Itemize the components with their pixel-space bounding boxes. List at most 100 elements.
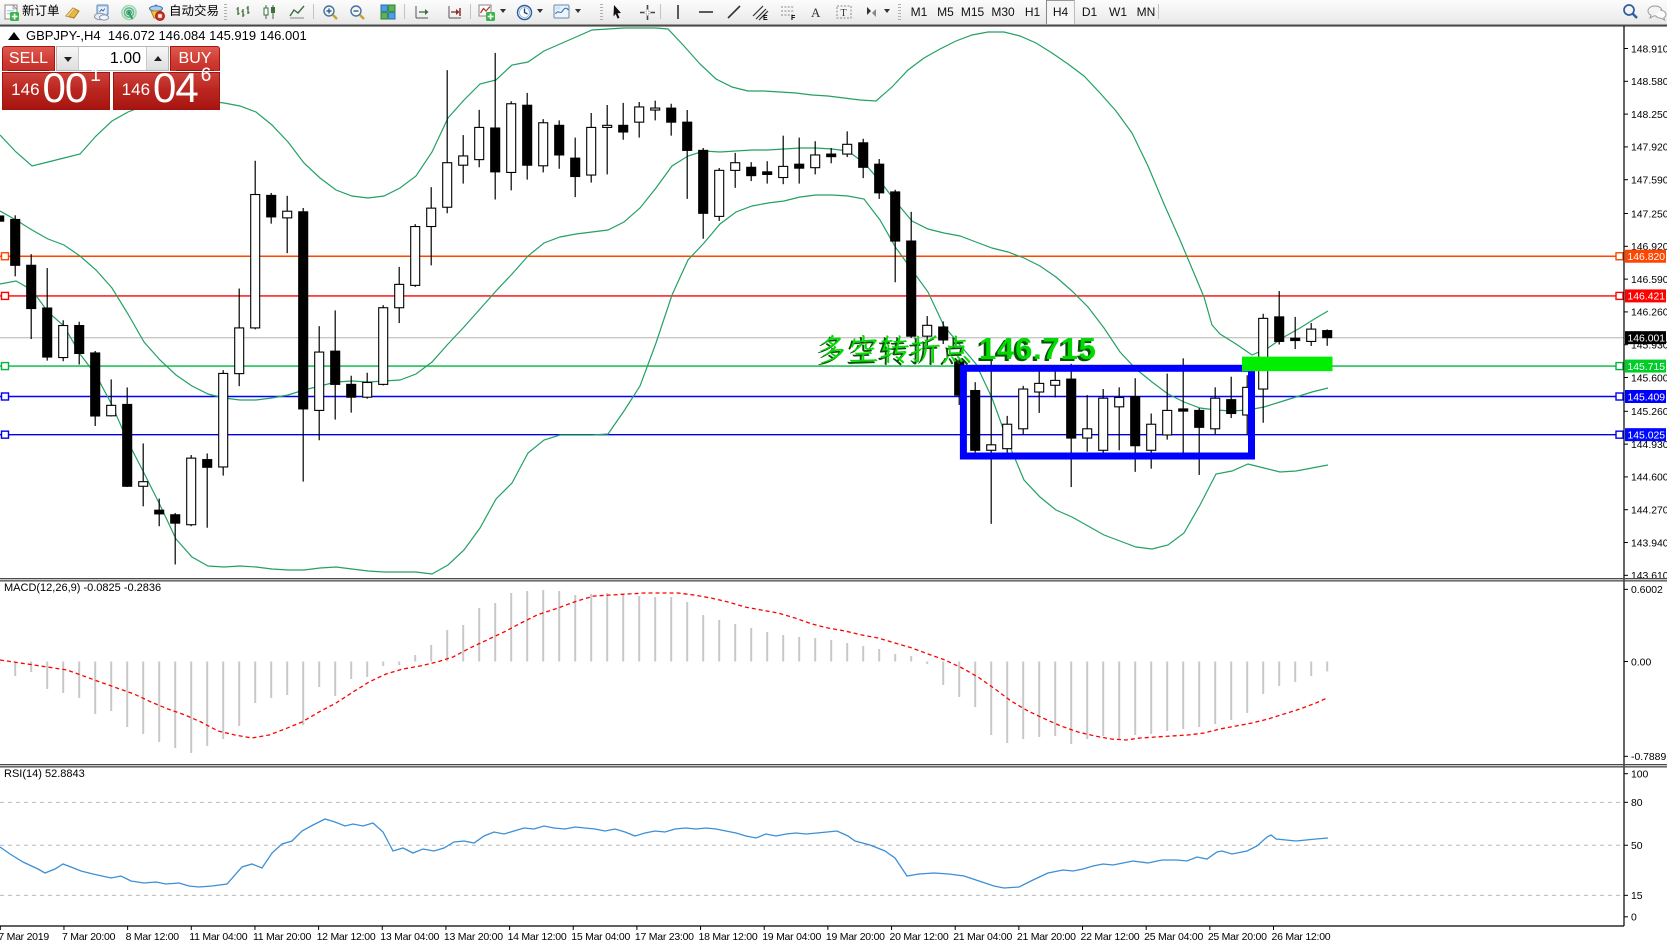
vertical-line-icon[interactable] [669,1,687,23]
svg-text:145.715: 145.715 [1628,362,1666,373]
one-click-collapse-icon[interactable] [8,31,20,40]
toolbar-separator [313,4,314,19]
timeframe-button-mn[interactable]: MN [1136,5,1156,19]
candle-body-bull [1082,428,1093,439]
zoom-in-icon[interactable] [320,1,340,23]
templates-dropdown-arrow[interactable] [575,9,581,13]
cursor-icon[interactable] [607,1,627,23]
timeframe-button-m1[interactable]: M1 [910,5,928,19]
svg-text:145.409: 145.409 [1628,392,1666,403]
sell-button[interactable]: SELL [2,46,55,71]
toolbar-grip [224,4,227,20]
search-icon[interactable] [1620,1,1640,23]
arrows-icon[interactable] [861,1,881,23]
timeframe-button-m15[interactable]: M15 [960,5,985,19]
hline-badge [1625,428,1666,442]
volume-increase-button[interactable] [146,47,168,70]
tile-windows-icon[interactable] [378,1,398,23]
candle-body-bull [1162,409,1173,436]
text-label-icon[interactable]: T [835,1,853,23]
horizontal-line-icon[interactable] [697,1,715,23]
timeframe-button-w1[interactable]: W1 [1109,5,1127,19]
line-anchor-marker[interactable] [0,252,10,261]
indicators-icon[interactable] [477,1,497,23]
timeframe-button-d1[interactable]: D1 [1081,5,1098,19]
price-axis-label: 148.910 [1631,44,1667,55]
line-anchor-marker[interactable] [0,430,10,439]
candle-body-bear [666,107,677,123]
expert-advisors-icon[interactable] [63,1,83,23]
periods-dropdown-arrow[interactable] [537,9,543,13]
timeframe-button-m5[interactable]: M5 [937,5,954,19]
auto-scroll-icon[interactable] [445,1,465,23]
trendline-icon[interactable] [725,1,743,23]
highlight-level-bar[interactable] [1242,356,1333,372]
line-anchor-marker[interactable] [0,361,10,371]
candlestick-chart-icon[interactable] [260,1,280,23]
signals-icon[interactable] [119,1,139,23]
periods-icon[interactable] [514,1,534,23]
candle-body-bull [842,143,853,155]
profiles-icon[interactable] [92,1,112,23]
line-anchor-marker[interactable] [1615,291,1624,301]
candle-body-bull [138,481,149,487]
buy-underline [176,70,214,71]
new-order-button[interactable] [22,1,60,23]
time-axis-label: 25 Mar 20:00 [1208,931,1267,943]
candle-body-bull [58,324,69,359]
timeframe-button-h4[interactable]: H4 [1046,0,1075,24]
line-anchor-marker[interactable] [1615,361,1624,371]
svg-text:146.001: 146.001 [1628,333,1666,344]
auto-trading-button[interactable] [169,1,219,23]
new-order-icon[interactable] [2,1,22,23]
candle-body-bear [906,240,917,337]
svg-text:146.715: 146.715 [979,331,1097,366]
chat-icon[interactable] [1646,1,1667,23]
line-anchor-marker[interactable] [1615,430,1624,439]
equidistant-channel-icon[interactable]: E [751,1,771,23]
line-anchor-marker[interactable] [0,392,10,401]
candle-body-bear [42,307,53,358]
buy-price-button[interactable]: 146 04 6 [113,66,220,110]
arrows-dropdown-arrow[interactable] [884,9,890,13]
candle-body-bull [1098,397,1109,451]
bar-chart-icon[interactable] [233,1,253,23]
buy-button[interactable]: BUY [170,46,220,71]
hline-badge [1625,389,1666,403]
volume-input[interactable] [79,47,146,70]
time-axis-label: 7 Mar 20:00 [62,931,116,943]
chart-shift-icon[interactable] [412,1,432,23]
consolidation-rectangle[interactable] [959,364,1256,460]
rsi-label: RSI(14) 52.8843 [4,768,85,780]
sell-price-button[interactable]: 146 00 1 [2,66,110,110]
time-axis-label: 12 Mar 12:00 [317,931,376,943]
auto-trading-icon[interactable] [146,1,167,23]
volume-decrease-button[interactable] [57,47,79,70]
timeframe-button-m30[interactable]: M30 [991,5,1015,19]
line-chart-icon[interactable] [287,1,307,23]
crosshair-icon[interactable] [637,1,657,23]
fibonacci-icon[interactable]: F [779,1,799,23]
candle-body-bull [602,124,613,128]
line-anchor-marker[interactable] [0,291,10,301]
text-icon[interactable]: A [807,1,825,23]
candle-body-bear [266,194,277,218]
zoom-out-icon[interactable] [347,1,367,23]
toolbar-separator [1158,4,1159,19]
candle-body-bear [330,350,341,385]
candle-body-bull [1018,388,1029,430]
templates-icon[interactable] [552,1,572,23]
indicators-dropdown-arrow[interactable] [500,9,506,13]
line-anchor-marker[interactable] [1615,392,1624,401]
volume-stepper [56,46,169,71]
timeframe-button-h1[interactable]: H1 [1024,5,1041,19]
time-axis-label: 13 Mar 04:00 [380,931,439,943]
buy-label: BUY [178,50,212,67]
candle-body-bull [1002,423,1013,450]
candle-body-bull [1114,396,1125,408]
candle-body-bear [202,459,213,468]
line-anchor-marker[interactable] [1615,252,1624,261]
